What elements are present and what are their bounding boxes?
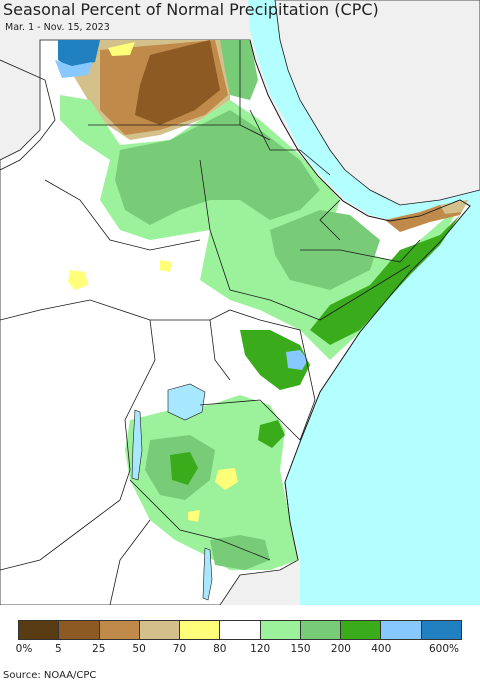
- legend-tick-label: 50: [132, 643, 146, 655]
- source-text: Source: NOAA/CPC: [3, 670, 97, 681]
- arabian-peninsula: [274, 0, 480, 206]
- coastline: [249, 39, 471, 561]
- green-dark-tanzania: [170, 452, 198, 485]
- legend-swatch: [139, 621, 181, 639]
- legend-tick-label: 120: [250, 643, 271, 655]
- legend-swatch: [421, 621, 461, 639]
- wet-lightblue-nw: [55, 60, 92, 78]
- yellow-tanzania-s: [188, 510, 200, 522]
- map-title: Seasonal Percent of Normal Precipitation…: [3, 0, 379, 19]
- lake-malawi: [202, 547, 213, 601]
- legend-tick-label: 150: [290, 643, 311, 655]
- tan-somaliland: [440, 200, 468, 214]
- legend-tick-label: 600%: [428, 643, 460, 655]
- legend-swatch: [180, 621, 221, 639]
- legend-swatch: [59, 621, 100, 639]
- blue-kenya: [286, 350, 308, 370]
- legend-swatch: [300, 621, 342, 639]
- legend-swatch: [19, 621, 60, 639]
- yellow-south-sudan: [160, 260, 172, 272]
- legend-tick-label: 25: [92, 643, 106, 655]
- legend-tick-label: 80: [213, 643, 227, 655]
- dry-yellow-n: [108, 42, 135, 56]
- legend-swatch: [220, 621, 261, 639]
- green-med-mozambique: [210, 535, 270, 570]
- green-dark-kenya: [240, 330, 310, 390]
- yellow-sudan: [68, 270, 88, 290]
- legend-tick-label: 70: [172, 643, 187, 655]
- green-dark-kenya-coast: [258, 420, 285, 448]
- legend-labels: 0% 5 25 50 70 80 120 150 200 400 600%: [0, 643, 480, 659]
- lake-tanganyika: [131, 409, 143, 481]
- map-subtitle: Mar. 1 - Nov. 15, 2023: [5, 22, 110, 33]
- green-med-sudan: [115, 110, 320, 225]
- green-med-ethiopia-n: [220, 40, 258, 100]
- legend-tick-label: 0%: [15, 643, 33, 655]
- legend-tick-label: 400: [371, 643, 392, 655]
- legend-swatch: [341, 621, 382, 639]
- precipitation-map: [0, 0, 480, 605]
- wet-blue-nw: [58, 40, 100, 68]
- lake-victoria: [167, 383, 206, 421]
- dry-brown: [135, 40, 220, 125]
- legend-tick-label: 5: [55, 643, 62, 655]
- yellow-tanzania: [215, 468, 238, 490]
- legend-tick-label: 200: [330, 643, 351, 655]
- legend-swatch: [260, 621, 301, 639]
- legend-swatch: [99, 621, 140, 639]
- legend-colorbar: [18, 620, 462, 640]
- legend-swatch: [381, 621, 422, 639]
- country-borders: [0, 40, 421, 605]
